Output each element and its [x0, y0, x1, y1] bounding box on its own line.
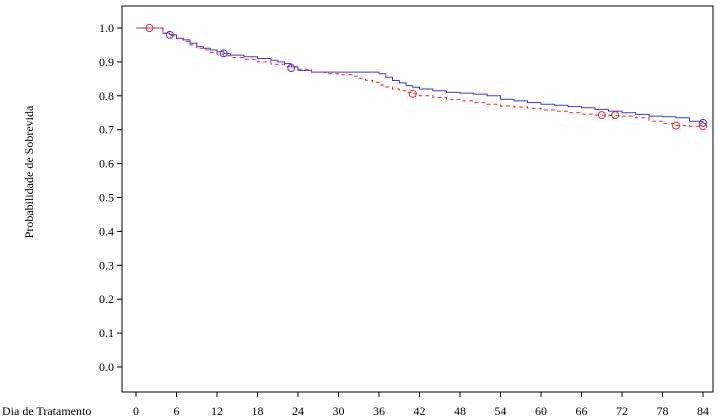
x-tick-label: 72: [616, 404, 628, 418]
x-tick-label: 36: [373, 404, 385, 418]
x-tick-label: 18: [252, 404, 264, 418]
y-tick-label: 1.0: [99, 21, 114, 35]
plot-frame: [121, 5, 714, 393]
censor-marker: [699, 122, 707, 131]
x-tick-label: 60: [535, 404, 547, 418]
x-tick-label: 24: [292, 404, 304, 418]
plot-border: [121, 5, 714, 393]
y-tick-label: 0.9: [99, 55, 114, 69]
series-layer: [136, 24, 707, 131]
censor-marker: [611, 111, 620, 120]
x-tick-label: 42: [414, 404, 426, 418]
x-tick-label: 48: [454, 404, 466, 418]
y-tick-label: 0.4: [99, 224, 114, 238]
x-tick-label: 66: [576, 404, 588, 418]
x-axis-ticks: 0 6 12 18 24 30 36 42 48 54 60 66 72 78 84: [133, 392, 709, 418]
x-tick-label: 30: [333, 404, 345, 418]
x-tick-label: 0: [133, 404, 139, 418]
censor-marker: [287, 64, 296, 73]
series-line-1: [136, 27, 703, 127]
censor-marker: [145, 24, 154, 32]
series-line-0: [136, 27, 704, 123]
censor-marker: [165, 30, 174, 39]
y-tick-label: 0.7: [99, 123, 114, 137]
y-tick-label: 0.1: [99, 326, 114, 340]
y-tick-label: 0.6: [99, 157, 114, 171]
series-0: [136, 27, 707, 127]
y-tick-label: 0.5: [99, 191, 114, 205]
censor-marker: [597, 111, 606, 120]
x-tick-label: 6: [174, 404, 180, 418]
censor-marker: [408, 89, 417, 98]
y-tick-label: 0.8: [99, 89, 114, 103]
series-1: [136, 24, 707, 131]
x-tick-label: 54: [495, 404, 507, 418]
x-tick-label: 12: [211, 404, 223, 418]
y-tick-label: 0.0: [99, 360, 114, 374]
x-tick-label: 78: [657, 404, 669, 418]
x-axis-label: Dia de Tratamento: [2, 404, 91, 418]
y-axis-ticks: 0.0 0.1 0.2 0.3 0.4 0.5 0.6 0.7 0.8 0.9 1.0: [99, 21, 122, 374]
y-tick-label: 0.2: [99, 292, 114, 306]
censor-marker: [219, 49, 228, 58]
y-axis-label: Probabilidade de Sobrevida: [22, 105, 36, 238]
x-tick-label: 84: [697, 404, 709, 418]
censor-marker: [672, 121, 680, 130]
y-tick-label: 0.3: [99, 258, 114, 272]
